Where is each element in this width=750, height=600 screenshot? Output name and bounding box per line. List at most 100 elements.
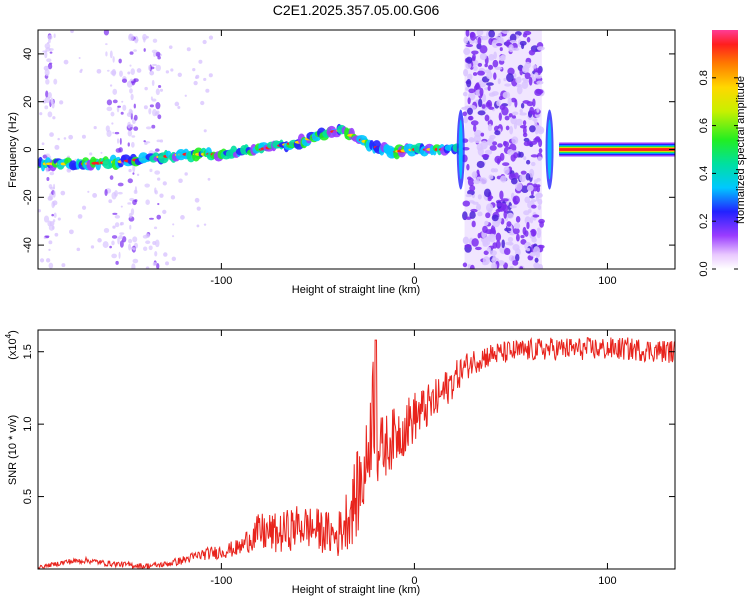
noise-speck: [533, 262, 540, 269]
noise-speck: [51, 213, 54, 217]
noise-speck: [530, 216, 534, 224]
spectrogram-x-axis-label: Height of straight line (km): [292, 284, 420, 296]
snr-series-line: [38, 336, 675, 569]
svg-text:(x104): (x104): [4, 330, 19, 360]
noise-speck: [145, 199, 150, 205]
noise-speck: [503, 166, 510, 175]
noise-speck: [509, 125, 514, 135]
noise-speck: [63, 137, 67, 140]
y-tick-label: -40: [22, 237, 34, 253]
noise-speck: [45, 78, 50, 85]
noise-speck: [487, 197, 492, 202]
noise-speck: [491, 262, 495, 269]
strong-signal-band: [559, 148, 675, 151]
noise-speck: [513, 152, 519, 159]
noise-speck: [157, 202, 160, 206]
noise-speck: [520, 102, 525, 109]
noise-speck: [132, 236, 138, 243]
x-tick-label: 100: [598, 275, 616, 287]
noise-speck: [494, 155, 502, 164]
noise-speck: [148, 65, 151, 71]
noise-speck: [49, 132, 54, 137]
noise-speck: [195, 76, 198, 80]
snr-multiplier: (x104): [4, 330, 19, 360]
noise-speck: [127, 178, 133, 184]
noise-speck: [149, 168, 153, 173]
noise-speck: [481, 104, 486, 109]
noise-speck: [499, 175, 507, 183]
noise-speck: [103, 227, 110, 233]
noise-speck: [128, 168, 132, 173]
noise-speck: [525, 173, 531, 181]
noise-speck: [132, 199, 137, 206]
colorbar-label: Normalized spectral amplitude: [735, 76, 747, 224]
noise-speck: [480, 140, 488, 150]
noise-speck: [497, 143, 503, 148]
noise-speck: [477, 37, 482, 46]
noise-speck: [473, 179, 481, 185]
y-tick-label: 40: [22, 48, 34, 60]
noise-speck: [485, 229, 493, 235]
noise-speck: [111, 68, 116, 77]
noise-speck: [509, 205, 517, 209]
noise-speck: [133, 103, 136, 109]
noise-speck: [489, 134, 496, 140]
noise-speck: [519, 266, 524, 269]
noise-speck: [208, 35, 214, 40]
noise-speck: [112, 99, 118, 104]
noise-speck: [485, 101, 491, 108]
noise-speck: [496, 43, 503, 47]
noise-speck: [112, 88, 118, 95]
noise-speck: [510, 177, 518, 185]
noise-speck: [119, 232, 125, 235]
noise-speck: [53, 212, 57, 218]
noise-speck: [523, 156, 527, 161]
noise-speck: [481, 154, 490, 158]
noise-speck: [535, 89, 544, 95]
noise-speck: [155, 51, 161, 57]
noise-speck: [152, 240, 157, 246]
noise-speck: [524, 61, 531, 69]
noise-speck: [488, 64, 494, 70]
noise-speck: [49, 62, 53, 65]
noise-speck: [530, 199, 537, 203]
noise-speck: [526, 159, 531, 165]
noise-speck: [53, 183, 56, 190]
noise-speck: [488, 234, 496, 243]
noise-speck: [151, 49, 158, 54]
noise-speck: [44, 43, 51, 49]
noise-speck: [133, 126, 139, 131]
noise-speck: [511, 115, 517, 119]
noise-speck: [142, 33, 148, 41]
noise-speck: [50, 97, 54, 105]
noise-speck: [479, 45, 488, 54]
noise-speck: [151, 63, 157, 67]
noise-speck: [485, 212, 491, 219]
noise-speck: [502, 204, 509, 213]
noise-speck: [136, 68, 142, 73]
noise-speck: [509, 266, 514, 269]
noise-speck: [100, 151, 103, 154]
noise-speck: [159, 193, 164, 198]
noise-speck: [465, 62, 472, 70]
noise-speck: [128, 238, 133, 244]
noise-speck: [106, 69, 110, 72]
noise-speck: [529, 251, 537, 257]
noise-speck: [143, 246, 148, 252]
noise-speck: [105, 51, 108, 57]
noise-speck: [203, 129, 207, 133]
noise-speck: [70, 30, 74, 34]
noise-speck: [57, 217, 61, 221]
noise-speck: [68, 134, 74, 140]
spectrogram-panel: -100 0 100 -40 -20 0 20 40 Height of straight …: [7, 29, 676, 296]
noise-speck: [462, 91, 468, 97]
noise-speck: [154, 170, 161, 175]
noise-speck: [48, 184, 53, 189]
x-tick-label: -100: [210, 575, 232, 587]
noise-speck: [129, 64, 132, 67]
noise-speck: [500, 198, 509, 202]
noise-speck: [151, 98, 157, 102]
noise-speck: [121, 78, 128, 83]
noise-speck: [492, 242, 498, 249]
noise-speck: [477, 70, 485, 76]
